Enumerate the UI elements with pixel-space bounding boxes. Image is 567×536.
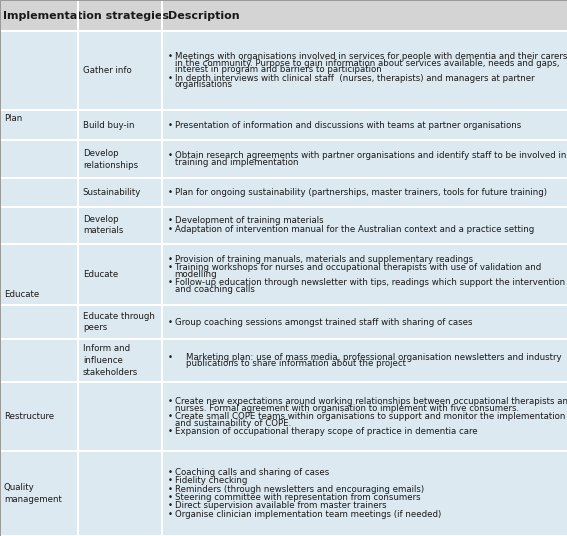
Text: •: • <box>168 427 173 436</box>
Text: nurses. Formal agreement with organisation to implement with five consumers.: nurses. Formal agreement with organisati… <box>175 404 519 413</box>
Text: Presentation of information and discussions with teams at partner organisations: Presentation of information and discussi… <box>175 121 521 130</box>
Text: Follow-up education through newsletter with tips, readings which support the int: Follow-up education through newsletter w… <box>175 278 565 287</box>
Text: •: • <box>168 493 173 502</box>
Text: Plan for ongoing sustainability (partnerships, master trainers, tools for future: Plan for ongoing sustainability (partner… <box>175 188 547 197</box>
Text: •: • <box>168 217 173 226</box>
Text: •: • <box>168 397 173 406</box>
Text: Develop
relationships: Develop relationships <box>83 149 138 169</box>
Bar <box>0 31 567 110</box>
Text: Group coaching sessions amongst trained staff with sharing of cases: Group coaching sessions amongst trained … <box>175 317 472 326</box>
Text: Educate: Educate <box>4 290 39 299</box>
Text: •: • <box>168 510 173 519</box>
Text: •: • <box>168 225 173 234</box>
Text: •: • <box>168 278 173 287</box>
Text: Create small COPE teams within organisations to support and monitor the implemen: Create small COPE teams within organisat… <box>175 412 565 421</box>
Text: Fidelity checking: Fidelity checking <box>175 477 247 486</box>
Text: interest in program and barriers to participation: interest in program and barriers to part… <box>175 65 382 75</box>
Text: Training workshops for nurses and occupational therapists with use of validation: Training workshops for nurses and occupa… <box>175 263 541 272</box>
Text: Create new expectations around working relationships between occupational therap: Create new expectations around working r… <box>175 397 567 406</box>
Text: Gather info: Gather info <box>83 66 132 75</box>
Text: Reminders (through newsletters and encouraging emails): Reminders (through newsletters and encou… <box>175 485 424 494</box>
Text: •: • <box>168 151 173 160</box>
Text: Adaptation of intervention manual for the Australian context and a practice sett: Adaptation of intervention manual for th… <box>175 225 534 234</box>
Text: Steering committee with representation from consumers: Steering committee with representation f… <box>175 493 420 502</box>
Bar <box>0 305 567 339</box>
Bar <box>0 110 567 140</box>
Text: Educate through
peers: Educate through peers <box>83 311 155 332</box>
Text: Build buy-in: Build buy-in <box>83 121 134 130</box>
Text: •: • <box>168 353 173 362</box>
Text: Educate: Educate <box>83 270 118 279</box>
Text: in the community. Purpose to gain information about services available, needs an: in the community. Purpose to gain inform… <box>175 59 559 68</box>
Text: Marketing plan: use of mass media, professional organisation newsletters and ind: Marketing plan: use of mass media, profe… <box>175 353 561 362</box>
Text: organisations: organisations <box>175 80 232 90</box>
Bar <box>0 451 567 536</box>
Text: Develop
materials: Develop materials <box>83 214 123 235</box>
Bar <box>0 243 567 305</box>
Text: Description: Description <box>168 11 239 20</box>
Text: •: • <box>168 121 173 130</box>
Text: Inform and
influence
stakeholders: Inform and influence stakeholders <box>83 344 138 377</box>
Bar <box>0 339 567 382</box>
Bar <box>0 140 567 178</box>
Text: Obtain research agreements with partner organisations and identify staff to be i: Obtain research agreements with partner … <box>175 151 566 160</box>
Bar <box>0 382 567 451</box>
Text: •: • <box>168 52 173 61</box>
Text: Provision of training manuals, materials and supplementary readings: Provision of training manuals, materials… <box>175 255 473 264</box>
Bar <box>162 0 567 31</box>
Text: •: • <box>168 477 173 486</box>
Text: •: • <box>168 188 173 197</box>
Bar <box>0 0 162 31</box>
Text: Direct supervision available from master trainers: Direct supervision available from master… <box>175 501 386 510</box>
Text: •: • <box>168 317 173 326</box>
Text: Meetings with organisations involved in services for people with dementia and th: Meetings with organisations involved in … <box>175 52 567 61</box>
Text: training and implementation: training and implementation <box>175 158 298 167</box>
Text: Coaching calls and sharing of cases: Coaching calls and sharing of cases <box>175 468 329 477</box>
Text: •: • <box>168 74 173 83</box>
Text: Sustainability: Sustainability <box>83 188 141 197</box>
Text: modelling: modelling <box>175 270 217 279</box>
Text: publications to share information about the project: publications to share information about … <box>175 360 405 368</box>
Text: Expansion of occupational therapy scope of practice in dementia care: Expansion of occupational therapy scope … <box>175 427 477 436</box>
Bar <box>0 206 567 243</box>
Text: •: • <box>168 485 173 494</box>
Text: and coaching calls: and coaching calls <box>175 285 255 294</box>
Text: •: • <box>168 468 173 477</box>
Text: •: • <box>168 412 173 421</box>
Text: Development of training materials: Development of training materials <box>175 217 323 226</box>
Text: Plan: Plan <box>4 114 22 123</box>
Text: Quality
management: Quality management <box>4 483 62 504</box>
Text: and sustainability of COPE.: and sustainability of COPE. <box>175 419 291 428</box>
Text: In depth interviews with clinical staff  (nurses, therapists) and managers at pa: In depth interviews with clinical staff … <box>175 74 534 83</box>
Text: Organise clinician implementation team meetings (if needed): Organise clinician implementation team m… <box>175 510 441 519</box>
Text: •: • <box>168 501 173 510</box>
Text: •: • <box>168 263 173 272</box>
Text: Implementation strategies: Implementation strategies <box>3 11 170 20</box>
Text: Restructure: Restructure <box>4 412 54 421</box>
Text: •: • <box>168 255 173 264</box>
Bar <box>0 178 567 206</box>
